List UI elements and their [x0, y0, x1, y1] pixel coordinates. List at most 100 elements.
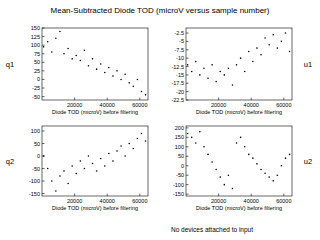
x-axis-label: Diode TOD (microV) before filtering	[196, 109, 282, 115]
data-point	[260, 54, 262, 56]
y-tick	[42, 168, 45, 169]
x-tick	[74, 194, 75, 197]
data-point	[199, 74, 201, 76]
data-point	[112, 75, 114, 77]
data-point	[191, 137, 193, 139]
data-point	[281, 41, 283, 43]
x-tick-label: 60000	[276, 102, 291, 108]
y-tick	[186, 127, 189, 128]
data-point	[116, 150, 118, 152]
y-tick	[186, 58, 189, 59]
plot-frame	[186, 28, 292, 100]
data-point	[191, 71, 193, 73]
data-point	[240, 57, 242, 59]
data-point	[124, 155, 126, 157]
y-tick	[186, 156, 189, 157]
data-point	[43, 155, 45, 157]
data-point	[252, 157, 254, 159]
data-point	[256, 47, 258, 49]
data-point	[281, 165, 283, 167]
data-point	[88, 65, 90, 67]
data-point	[203, 67, 205, 69]
points	[43, 31, 147, 96]
data-point	[207, 77, 209, 79]
x-tick	[251, 98, 252, 101]
y-tick-label: -100	[29, 178, 40, 184]
panel: -50-250255075100125150200004000060000Dio…	[6, 25, 148, 115]
x-axis-label: Diode TOD (microV) before filtering	[196, 205, 282, 211]
figure-title: Mean-Subtracted Diode TOD (microV versus…	[51, 6, 270, 15]
data-point	[96, 170, 98, 172]
x-tick-label: 20000	[67, 102, 82, 108]
data-point	[51, 51, 53, 53]
y-tick-label: -50	[176, 172, 184, 178]
data-point	[59, 175, 61, 177]
y-tick	[186, 83, 189, 84]
x-tick-label: 20000	[211, 198, 226, 204]
y-tick-label: 125	[31, 34, 40, 40]
x-tick	[251, 194, 252, 197]
x-tick-label: 60000	[132, 198, 147, 204]
data-point	[108, 153, 110, 155]
plot-frame	[42, 28, 148, 100]
x-axis-label: Diode TOD (microV) before filtering	[52, 109, 138, 115]
y-tick-label: -150	[29, 191, 40, 197]
y-tick-label: -2.5	[175, 30, 184, 36]
y-tick	[186, 74, 189, 75]
data-point	[80, 160, 82, 162]
data-point	[133, 85, 135, 87]
y-tick	[186, 137, 189, 138]
data-point	[268, 176, 270, 178]
y-tick	[42, 79, 45, 80]
data-point	[236, 142, 238, 144]
data-point	[211, 64, 213, 66]
y-tick	[42, 45, 45, 46]
panel: -150-100-50050100200004000060000Diode TO…	[6, 126, 148, 211]
y-tick-label: -15	[176, 72, 184, 78]
data-point	[285, 157, 287, 159]
y-tick-label: -10	[176, 55, 184, 61]
x-tick-label: 20000	[211, 102, 226, 108]
y-tick	[42, 88, 45, 89]
y-tick-label: 100	[175, 144, 184, 150]
y-tick	[186, 41, 189, 42]
x-axis-label: Diode TOD (microV) before filtering	[52, 205, 138, 211]
data-point	[244, 146, 246, 148]
x-tick	[139, 194, 140, 197]
data-point	[55, 37, 57, 39]
data-point	[71, 58, 73, 60]
data-point	[63, 170, 65, 172]
data-point	[277, 174, 279, 176]
data-point	[92, 163, 94, 165]
y-tick-label: 100	[31, 42, 40, 48]
data-point	[116, 70, 118, 72]
data-point	[252, 61, 254, 63]
y-tick	[186, 91, 189, 92]
points	[187, 32, 291, 86]
data-point	[248, 154, 250, 156]
y-tick-label: -12.5	[171, 64, 184, 70]
y-tick-label: 75	[34, 51, 40, 57]
data-point	[195, 61, 197, 63]
data-point	[232, 188, 234, 190]
data-point	[187, 133, 189, 135]
data-point	[120, 79, 122, 81]
data-point	[211, 161, 213, 163]
data-point	[112, 160, 114, 162]
panel-label: u2	[304, 157, 312, 166]
y-tick	[42, 28, 45, 29]
y-tick-label: 0	[37, 153, 40, 159]
y-tick	[42, 62, 45, 63]
x-tick	[218, 98, 219, 101]
data-point	[236, 64, 238, 66]
data-point	[264, 37, 266, 39]
y-tick-label: 200	[175, 125, 184, 131]
data-point	[228, 67, 230, 69]
data-point	[75, 55, 77, 57]
y-tick-label: 100	[31, 128, 40, 134]
panel-label: q1	[6, 60, 14, 69]
y-tick	[186, 100, 189, 101]
x-tick	[74, 98, 75, 101]
data-point	[43, 46, 45, 48]
data-point	[187, 64, 189, 66]
